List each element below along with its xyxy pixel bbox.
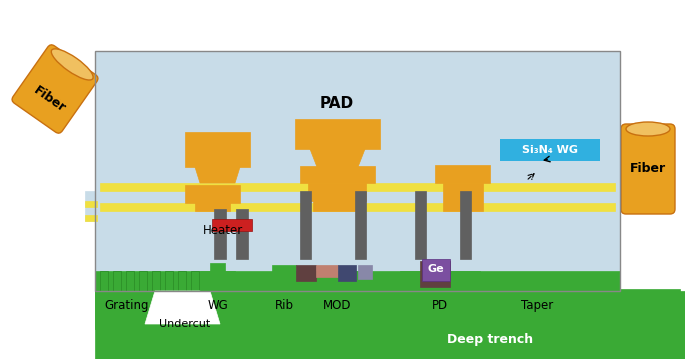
FancyBboxPatch shape [214,209,226,259]
Text: Grating: Grating [105,299,149,312]
Polygon shape [95,271,620,291]
Ellipse shape [626,122,670,136]
Text: Deep trench: Deep trench [447,332,533,345]
FancyBboxPatch shape [12,45,98,133]
FancyBboxPatch shape [212,219,252,231]
FancyBboxPatch shape [313,200,361,211]
FancyBboxPatch shape [152,271,160,291]
FancyBboxPatch shape [500,139,600,161]
FancyBboxPatch shape [435,165,490,183]
Text: Taper: Taper [521,299,553,312]
FancyBboxPatch shape [100,203,615,211]
Text: Fiber: Fiber [32,83,68,115]
FancyBboxPatch shape [165,271,173,291]
FancyBboxPatch shape [191,271,199,291]
Polygon shape [510,277,565,291]
Text: PD: PD [432,299,448,312]
Text: Si₃N₄ WG: Si₃N₄ WG [522,145,578,155]
FancyBboxPatch shape [113,271,121,291]
FancyBboxPatch shape [272,265,296,273]
Bar [95,51,620,291]
Text: Ge: Ge [427,264,445,274]
FancyBboxPatch shape [100,271,108,291]
FancyBboxPatch shape [296,265,316,281]
FancyBboxPatch shape [200,271,235,291]
Polygon shape [95,291,685,359]
FancyBboxPatch shape [316,265,338,277]
FancyBboxPatch shape [308,183,366,201]
FancyBboxPatch shape [236,209,248,259]
FancyBboxPatch shape [422,259,450,281]
FancyBboxPatch shape [265,273,303,291]
FancyBboxPatch shape [400,271,480,291]
Text: WG: WG [208,299,228,312]
FancyBboxPatch shape [420,261,450,287]
FancyBboxPatch shape [210,263,225,271]
FancyBboxPatch shape [195,201,230,211]
FancyBboxPatch shape [95,289,680,329]
FancyBboxPatch shape [95,51,620,271]
Text: MOD: MOD [323,299,351,312]
FancyBboxPatch shape [100,183,615,191]
Polygon shape [310,149,365,167]
FancyBboxPatch shape [290,271,370,291]
FancyBboxPatch shape [178,271,186,291]
FancyBboxPatch shape [415,191,426,259]
FancyBboxPatch shape [443,183,483,211]
Polygon shape [145,291,220,324]
FancyBboxPatch shape [185,185,240,203]
Text: Fiber: Fiber [630,163,666,176]
Polygon shape [195,167,240,183]
FancyBboxPatch shape [185,132,250,167]
FancyBboxPatch shape [85,201,97,207]
FancyBboxPatch shape [85,191,97,221]
FancyBboxPatch shape [460,191,471,259]
Ellipse shape [51,49,93,80]
FancyBboxPatch shape [295,119,380,149]
FancyBboxPatch shape [300,191,311,259]
FancyBboxPatch shape [85,215,97,221]
Text: Heater: Heater [203,224,243,237]
FancyBboxPatch shape [338,265,356,281]
Text: Undercut: Undercut [160,319,210,329]
FancyBboxPatch shape [355,191,366,259]
FancyBboxPatch shape [358,265,372,279]
FancyBboxPatch shape [300,166,375,183]
FancyBboxPatch shape [126,271,134,291]
FancyBboxPatch shape [139,271,147,291]
FancyBboxPatch shape [621,124,675,214]
FancyBboxPatch shape [510,277,565,291]
Text: Rib: Rib [275,299,293,312]
Text: PAD: PAD [320,96,354,111]
